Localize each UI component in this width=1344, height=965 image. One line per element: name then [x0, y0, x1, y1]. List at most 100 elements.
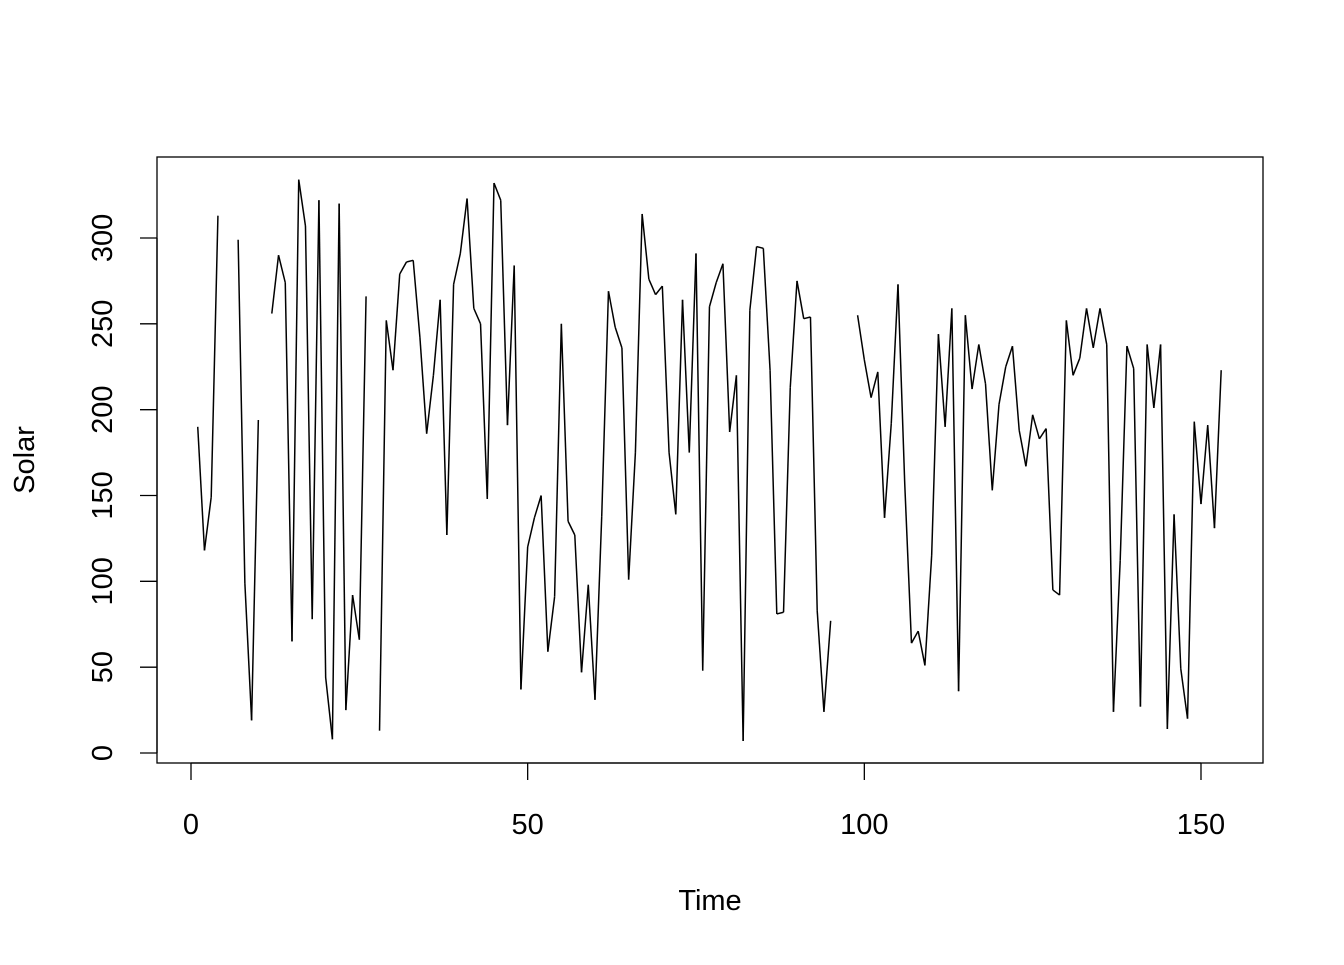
line-segment	[634, 213, 643, 453]
line-segment	[196, 426, 206, 551]
line-segment	[789, 280, 798, 388]
line-segment	[466, 198, 475, 309]
line-segment	[473, 308, 482, 325]
line-segment	[331, 203, 340, 740]
line-segment	[244, 583, 253, 721]
line-segment	[506, 265, 515, 426]
line-segment	[695, 253, 704, 671]
line-segment	[809, 316, 818, 611]
line-segment	[890, 284, 899, 424]
line-segment	[627, 452, 637, 580]
x-tick-label: 100	[840, 809, 888, 841]
line-segment	[1105, 344, 1115, 712]
line-segment	[210, 215, 219, 498]
line-segment	[661, 286, 670, 453]
line-segment	[567, 520, 576, 536]
line-segment	[910, 630, 919, 644]
line-segment	[446, 284, 455, 536]
line-segment	[580, 584, 590, 673]
line-segment	[1159, 344, 1169, 729]
line-segment	[735, 375, 744, 741]
line-segment	[479, 323, 489, 499]
line-segment	[297, 179, 307, 227]
line-segment	[877, 371, 886, 518]
line-segment	[1058, 320, 1068, 596]
line-segment	[1186, 421, 1196, 719]
line-segment	[459, 198, 468, 254]
line-segment	[406, 259, 414, 263]
line-segment	[271, 255, 280, 314]
line-segment	[863, 359, 872, 398]
line-segment	[742, 310, 751, 741]
line-segment	[1085, 308, 1095, 348]
line-segment	[641, 213, 650, 280]
line-segment	[237, 239, 246, 584]
line-segment	[277, 254, 286, 283]
line-segment	[439, 299, 448, 536]
line-segment	[1146, 344, 1155, 409]
line-segment	[614, 327, 623, 349]
line-segment	[378, 320, 388, 731]
line-segment	[803, 316, 811, 320]
line-segment	[1045, 428, 1054, 590]
line-segment	[998, 366, 1007, 405]
line-segment	[621, 347, 630, 580]
line-segment	[655, 285, 663, 296]
line-segment	[419, 337, 428, 434]
line-segment	[351, 594, 361, 640]
line-segment	[412, 260, 421, 338]
line-segment	[870, 371, 879, 398]
y-tick-label: 150	[87, 471, 119, 519]
line-segment	[769, 370, 778, 614]
series-line	[196, 179, 1222, 741]
line-segment	[897, 284, 906, 484]
line-segment	[1038, 428, 1047, 440]
line-segment	[964, 315, 973, 390]
x-axis-label: Time	[678, 885, 741, 917]
line-segment	[1200, 425, 1209, 505]
y-tick-label: 200	[87, 385, 119, 433]
line-segment	[722, 263, 731, 433]
line-segment	[284, 282, 293, 642]
line-segment	[493, 182, 502, 201]
line-segment	[823, 620, 832, 712]
x-tick-label: 150	[1177, 809, 1225, 841]
y-tick-label: 0	[87, 745, 119, 761]
line-segment	[701, 306, 711, 671]
line-segment	[513, 265, 522, 690]
line-segment	[971, 344, 980, 390]
line-segment	[1065, 320, 1074, 376]
y-tick-label: 300	[87, 214, 119, 262]
line-segment	[358, 296, 367, 640]
line-segment	[392, 273, 401, 371]
line-segment	[728, 375, 738, 433]
line-segment	[1025, 414, 1034, 467]
line-segment	[594, 516, 603, 700]
line-segment	[432, 299, 441, 376]
line-segment	[250, 419, 260, 721]
line-segment	[668, 452, 677, 515]
line-segment	[1052, 589, 1061, 596]
line-segment	[924, 555, 933, 666]
line-segment	[796, 280, 805, 319]
y-tick-label: 250	[87, 300, 119, 348]
x-tick-label: 50	[512, 809, 544, 841]
line-segment	[978, 344, 987, 385]
line-segment	[782, 387, 792, 613]
line-segment	[587, 584, 596, 700]
line-segment	[1119, 346, 1128, 561]
x-axis: 0 50 100 150	[183, 762, 1225, 841]
line-segment	[1213, 370, 1222, 529]
line-segment	[607, 291, 616, 328]
line-segment	[681, 299, 691, 453]
line-segment	[1011, 346, 1020, 431]
y-axis: 0 50 100 150 200 250 300	[87, 214, 158, 761]
y-axis-label: Solar	[9, 426, 41, 494]
line-segment	[486, 183, 495, 499]
line-segment	[762, 248, 771, 371]
line-segment	[1018, 430, 1027, 467]
line-segment	[1072, 357, 1081, 376]
line-segment	[1206, 425, 1216, 529]
line-segment	[1092, 308, 1101, 348]
